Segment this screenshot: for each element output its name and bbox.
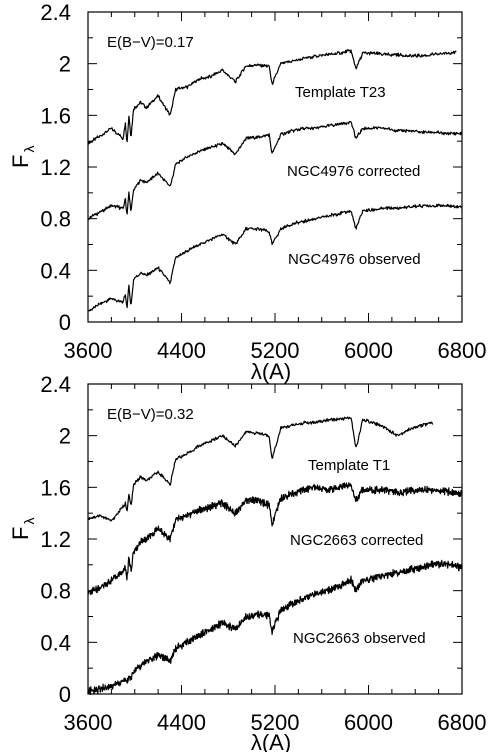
series-line-1	[87, 416, 434, 522]
x-tick-label: 6000	[344, 710, 393, 735]
x-tick-label: 5200	[251, 338, 300, 363]
extinction-annotation: E(B−V)=0.17	[107, 34, 194, 51]
series-line-2	[87, 120, 463, 221]
series-label-3: NGC4976 observed	[288, 251, 421, 268]
x-axis-label: λ(A)	[251, 730, 291, 752]
y-tick-label: 0.4	[40, 258, 71, 283]
y-tick-label: 0.8	[40, 579, 71, 604]
chart-panel-2: 3600 4400 5200 6000 6800 0 0.4 0.8 1.2 1.6 2 2.4 λ(A…	[8, 372, 486, 752]
y-tick-label: 1.2	[40, 155, 71, 180]
x-tick-label: 5200	[251, 710, 300, 735]
series-label-2: NGC2663 corrected	[290, 532, 423, 549]
y-axis-label-sub: λ	[21, 146, 37, 153]
series-label-1: Template T1	[308, 457, 390, 474]
y-tick-label: 2.4	[40, 372, 71, 397]
y-tick-label: 1.6	[40, 475, 71, 500]
x-tick-label: 3600	[64, 710, 113, 735]
x-tick-label: 4400	[157, 710, 206, 735]
y-tick-label: 0.8	[40, 207, 71, 232]
series-line-2	[87, 482, 463, 596]
series-label-2: NGC4976 corrected	[287, 163, 420, 180]
series-label-1: Template T23	[295, 84, 386, 101]
x-tick-label: 6800	[438, 710, 487, 735]
series-label-3: NGC2663 observed	[293, 630, 426, 647]
y-tick-label: 0.4	[40, 630, 71, 655]
x-tick-label: 4400	[157, 338, 206, 363]
y-axis-label-main: F	[8, 155, 33, 168]
series-line-3	[87, 203, 463, 312]
y-tick-label: 0	[59, 682, 71, 707]
y-axis-label-sub: λ	[21, 518, 37, 525]
y-axis-label-main: F	[8, 527, 33, 540]
chart-panel-1: 3600 4400 5200 6000 6800 0 0.4 0.8 1.2 1.6 2 2.4 λ(A…	[8, 0, 486, 384]
y-tick-label: 2	[59, 52, 71, 77]
y-axis-label: Fλ	[8, 146, 37, 168]
series-line-3	[87, 559, 463, 695]
y-tick-label: 0	[59, 310, 71, 335]
y-axis-label: Fλ	[8, 518, 37, 540]
y-tick-label: 2.4	[40, 0, 71, 25]
y-tick-label: 1.6	[40, 103, 71, 128]
x-tick-label: 3600	[64, 338, 113, 363]
extinction-annotation: E(B−V)=0.32	[107, 406, 194, 423]
x-axis-label: λ(A)	[251, 359, 291, 384]
x-tick-label: 6000	[344, 338, 393, 363]
series-line-1	[87, 49, 457, 146]
y-tick-label: 2	[59, 424, 71, 449]
x-tick-label: 6800	[438, 338, 487, 363]
y-tick-label: 1.2	[40, 527, 71, 552]
